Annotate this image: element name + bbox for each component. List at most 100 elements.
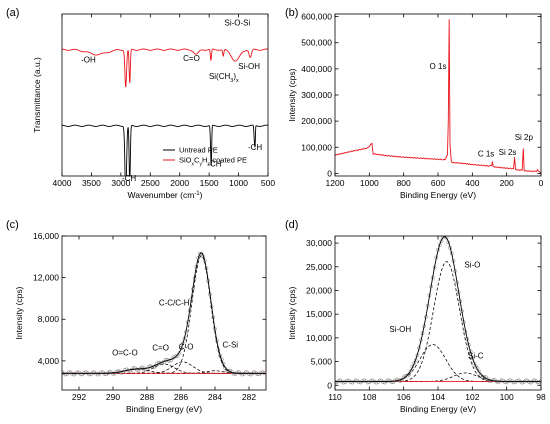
data-point-d-21 [369, 378, 373, 383]
y-tick-label-b-0: 0 [327, 168, 332, 178]
chart-panel-a: (a)-OH C=OSi-O-SiSi(CH3)xSi-OH-CH-CH-CHUn… [6, 7, 275, 200]
x-tick-label-d-2: 106 [397, 392, 411, 402]
x-tick-label-c-3: 286 [174, 392, 188, 402]
x-tick-label-b-5: 200 [500, 178, 514, 188]
data-point-d-14 [357, 380, 361, 385]
x-tick-label-b-4: 400 [465, 178, 479, 188]
data-point-c-18 [90, 370, 95, 375]
data-point-c-25 [102, 372, 107, 376]
x-tick-label-d-0: 110 [328, 392, 342, 402]
y-tick-label-c-2: 12,000 [33, 273, 59, 283]
x-axis-label-a: Wavenumber (cm-1) [128, 190, 203, 200]
data-point-c-108 [243, 370, 248, 375]
annotation-a-6: -CH [207, 159, 221, 168]
annotation-b-0: O 1s [430, 62, 447, 71]
raw-data-d [335, 236, 541, 385]
x-tick-label-c-2: 288 [140, 392, 154, 402]
raw-data-c [62, 251, 266, 377]
plot-area-b [335, 19, 541, 173]
data-point-d-104 [511, 380, 516, 385]
data-point-d-84 [477, 369, 482, 374]
data-point-d-99 [503, 380, 507, 385]
chart-panel-d: (d) Si-O Si-OH Si-C 110 108 106 104 102 100 98 0 5,0… [285, 219, 546, 414]
y-tick-label-b-3: 300,000 [301, 90, 332, 100]
y-tick-label-d-3: 15,000 [306, 309, 332, 319]
data-point-d-7 [345, 378, 349, 383]
component-c-0 [62, 255, 266, 374]
y-tick-label-c-3: 16,000 [33, 231, 59, 241]
annotation-d-1: Si-OH [389, 325, 411, 334]
component-d-1 [335, 344, 541, 382]
x-tick-label-d-3: 104 [431, 392, 445, 402]
chart-panel-c: (c) C-C/C-H C-Si C-O C=O O=C-O 292 290 288 286 284… [6, 219, 267, 414]
data-point-c-53 [150, 364, 154, 369]
y-tick-label-d-1: 5,000 [311, 357, 333, 367]
x-tick-label-a-2: 3000 [111, 178, 130, 188]
legend-label-a-0: Untread PE [179, 146, 218, 155]
annotation-a-3: Si(CH3)x [209, 72, 239, 84]
data-point-c-110 [247, 372, 251, 376]
data-point-c-115 [255, 372, 260, 377]
panel-label-d: (d) [285, 219, 298, 231]
y-tick-label-b-5: 500,000 [301, 38, 332, 48]
data-point-c-16 [87, 372, 92, 377]
data-point-c-103 [235, 370, 239, 375]
y-tick-label-c-0: 4,000 [38, 356, 60, 366]
y-tick-label-d-4: 20,000 [306, 285, 332, 295]
plot-area-a [62, 48, 268, 176]
x-tick-label-d-5: 100 [500, 392, 514, 402]
annotation-c-1: C-Si [223, 340, 239, 349]
x-tick-label-b-1: 1000 [360, 178, 379, 188]
plot-frame-a [61, 13, 269, 177]
x-tick-label-c-5: 282 [242, 392, 256, 402]
x-tick-label-a-4: 2000 [170, 178, 189, 188]
y-tick-label-c-1: 8,000 [38, 314, 60, 324]
x-axis-label-c: Binding Energy (eV) [126, 404, 202, 414]
data-point-d-28 [381, 380, 385, 384]
annotation-b-2: Si 2s [499, 148, 517, 157]
annotation-a-4: Si-OH [238, 62, 260, 71]
series-line-b-0 [335, 19, 541, 173]
chart-panel-b: (b) O 1s C 1s Si 2s Si 2p 1200 1000 800 600 400 20… [285, 7, 544, 200]
data-point-d-26 [377, 378, 382, 383]
annotation-a-2: Si-O-Si [225, 18, 251, 27]
data-point-d-19 [365, 380, 370, 385]
series-line-a-1 [62, 48, 268, 88]
data-point-d-0 [335, 380, 337, 385]
annotation-c-2: C-O [179, 342, 194, 351]
data-point-d-44 [408, 369, 413, 373]
data-point-d-92 [491, 377, 495, 382]
annotation-a-7: -CH [248, 143, 262, 152]
y-tick-label-d-2: 10,000 [306, 333, 332, 343]
data-point-c-23 [99, 370, 103, 375]
y-axis-label-b: Intensity (cps) [287, 68, 297, 121]
y-axis-label-c: Intensity (cps) [14, 286, 24, 339]
annotation-b-1: C 1s [478, 149, 494, 158]
data-point-d-87 [482, 374, 487, 379]
annotation-c-4: O=C-O [112, 349, 138, 358]
x-tick-label-a-1: 3500 [82, 178, 101, 188]
x-tick-label-a-3: 2500 [141, 178, 160, 188]
x-tick-label-d-4: 102 [465, 392, 479, 402]
panel-label-a: (a) [6, 7, 19, 19]
y-tick-label-b-2: 200,000 [301, 116, 332, 126]
annotation-b-3: Si 2p [515, 133, 534, 142]
series-line-a-0 [62, 124, 268, 176]
data-point-c-42 [131, 366, 136, 370]
annotation-a-5: -CH [122, 174, 136, 183]
annotation-a-1: C=O [183, 54, 200, 63]
x-tick-label-b-2: 800 [397, 178, 411, 188]
y-tick-label-d-5: 25,000 [306, 262, 332, 272]
x-tick-label-b-3: 600 [431, 178, 445, 188]
x-tick-label-d-6: 98 [536, 392, 546, 402]
data-point-c-4 [66, 370, 71, 375]
data-point-d-118 [535, 380, 540, 385]
y-axis-label-a: Transmittance (a.u.) [32, 57, 42, 133]
annotation-a-0: -OH [81, 56, 96, 65]
data-point-c-37 [123, 368, 127, 372]
plot-frame-c [61, 235, 267, 391]
y-tick-label-d-0: 0 [327, 380, 332, 390]
